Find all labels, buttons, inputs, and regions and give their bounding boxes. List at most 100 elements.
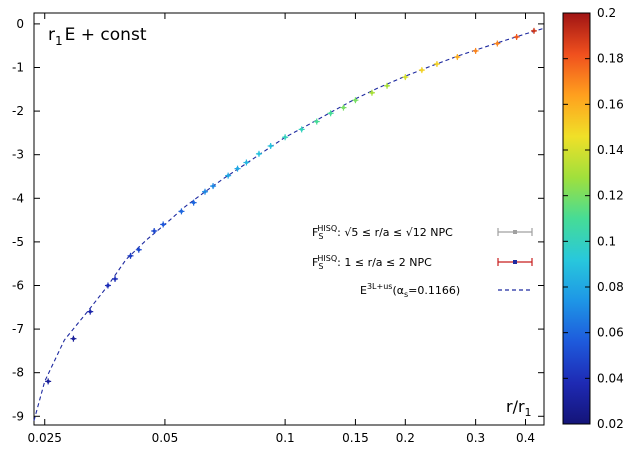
colorbar-tick-label: 0.16 xyxy=(597,97,624,111)
data-point xyxy=(151,227,158,234)
x-tick-labels: 0.025 0.05 0.1 0.15 0.2 0.3 0.4 xyxy=(28,431,536,445)
data-point xyxy=(178,208,185,215)
x-axis-label-sub: 1 xyxy=(525,406,532,419)
y-tick-label: 0 xyxy=(16,17,24,31)
theory-curve-layer xyxy=(33,27,545,421)
data-point-marker xyxy=(341,106,346,110)
data-point-marker xyxy=(192,201,196,205)
y-tick-labels: 0 -1 -2 -3 -4 -5 -6 -7 -8 -9 xyxy=(12,17,24,423)
data-point-marker xyxy=(113,277,117,281)
y-tick-label: -7 xyxy=(12,322,24,336)
data-point xyxy=(112,275,119,282)
data-point xyxy=(530,27,537,34)
data-point-marker xyxy=(435,62,439,66)
data-point-marker xyxy=(455,55,459,59)
legend-swatch-wide-range-dot xyxy=(513,230,517,234)
data-point-marker xyxy=(244,160,249,165)
y-tick-label: -1 xyxy=(12,60,24,74)
data-point-marker xyxy=(329,111,333,115)
data-point xyxy=(494,40,501,47)
data-point xyxy=(368,89,375,96)
data-point xyxy=(327,110,334,117)
data-point xyxy=(267,142,274,149)
data-point xyxy=(282,134,289,141)
data-point xyxy=(190,199,197,206)
data-point xyxy=(70,335,77,342)
colorbar-ticks xyxy=(563,12,590,425)
data-point xyxy=(313,118,320,125)
data-point-marker xyxy=(403,75,407,79)
x-tick-label: 0.05 xyxy=(152,431,179,445)
colorbar-tick-label: 0.04 xyxy=(597,371,624,385)
data-point-marker xyxy=(370,91,374,95)
data-point-marker xyxy=(385,84,389,88)
colorbar-tick-label: 0.12 xyxy=(597,189,624,203)
x-tick-label: 0.2 xyxy=(396,431,415,445)
x-tick-label: 0.3 xyxy=(466,431,485,445)
colorbar-tick-labels: 0.2 0.18 0.16 0.14 0.12 0.1 0.08 0.06 0.04 0.02 xyxy=(597,6,624,431)
data-point-marker xyxy=(71,337,76,341)
y-tick-label: -5 xyxy=(12,235,24,249)
colorbar xyxy=(562,12,591,425)
data-points-layer xyxy=(45,27,537,385)
y-tick-label: -3 xyxy=(12,148,24,162)
data-point-marker xyxy=(226,174,230,178)
data-point-marker xyxy=(203,190,207,194)
y-annotation-rest: E + const xyxy=(65,25,147,45)
data-point-marker xyxy=(420,68,424,72)
legend: FSHISQ: √5 ≤ r/a ≤ √12 NPC FSHISQ: 1 ≤ r… xyxy=(312,224,533,299)
data-point xyxy=(340,104,347,111)
theory-curve xyxy=(33,27,545,421)
y-tick-label: -4 xyxy=(12,191,24,205)
legend-label-short-range: FSHISQ: 1 ≤ r/a ≤ 2 NPC xyxy=(312,254,432,271)
legend-entry-wide-range: FSHISQ: √5 ≤ r/a ≤ √12 NPC xyxy=(312,224,533,241)
data-point-marker xyxy=(283,135,287,139)
y-tick-label: -8 xyxy=(12,366,24,380)
data-point-marker xyxy=(495,41,499,46)
data-point xyxy=(243,159,250,166)
data-point-marker xyxy=(161,222,165,227)
data-point xyxy=(127,252,134,259)
legend-entry-short-range: FSHISQ: 1 ≤ r/a ≤ 2 NPC xyxy=(312,254,533,271)
data-point-marker xyxy=(211,184,215,188)
y-tick-label: -9 xyxy=(12,409,24,423)
data-point-marker xyxy=(315,119,319,124)
data-point xyxy=(160,221,167,228)
data-point-marker xyxy=(235,167,240,171)
legend-entry-theory: E3L+us(αs=0.1166) xyxy=(360,282,532,299)
data-point xyxy=(255,150,262,157)
data-point xyxy=(225,172,232,179)
colorbar-tick-label: 0.18 xyxy=(597,52,624,66)
data-point xyxy=(418,67,425,74)
data-point-marker xyxy=(353,98,358,102)
data-point xyxy=(402,74,409,81)
x-tick-label: 0.025 xyxy=(28,431,62,445)
data-point xyxy=(472,47,479,54)
data-point xyxy=(135,246,142,253)
y-tick-label: -6 xyxy=(12,278,24,292)
data-point-marker xyxy=(515,35,519,39)
data-point-marker xyxy=(128,254,133,258)
data-point-marker xyxy=(46,379,50,384)
data-point-marker xyxy=(179,209,184,213)
data-point xyxy=(352,97,359,104)
data-point-marker xyxy=(269,144,273,148)
data-point-marker xyxy=(88,310,92,314)
data-point-marker xyxy=(152,229,156,233)
y-annotation-main: r xyxy=(48,25,55,45)
data-point xyxy=(298,126,305,133)
data-point xyxy=(454,54,461,61)
data-point xyxy=(210,183,217,190)
legend-label-wide-range: FSHISQ: √5 ≤ r/a ≤ √12 NPC xyxy=(312,224,453,241)
y-annotation-sub: 1 xyxy=(55,34,63,48)
colorbar-tick-label: 0.2 xyxy=(597,6,616,20)
data-point xyxy=(202,188,209,195)
legend-swatch-short-range-dot xyxy=(513,260,517,264)
data-point xyxy=(384,82,391,89)
data-point xyxy=(433,61,440,68)
colorbar-tick-label: 0.1 xyxy=(597,234,616,248)
x-axis-label: r/r1 xyxy=(506,397,532,419)
data-point xyxy=(513,33,520,40)
